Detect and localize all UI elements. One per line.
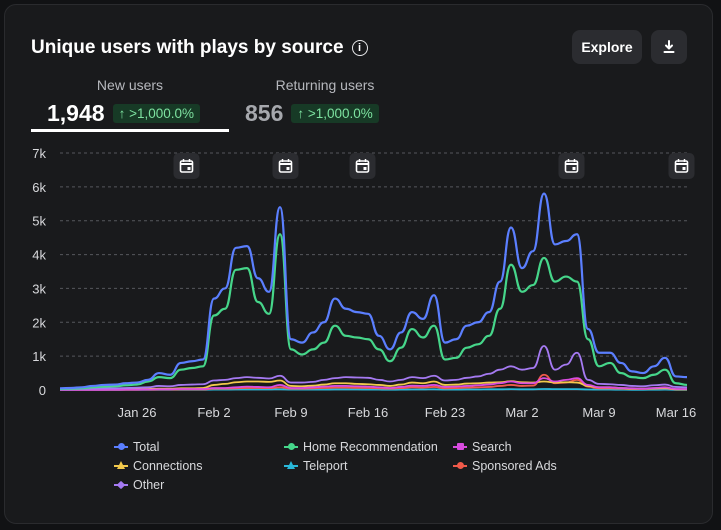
change-badge: ↑ >1,000.0% (112, 104, 200, 123)
calendar-icon (278, 160, 293, 173)
y-tick-label: 3k (32, 281, 46, 296)
legend-item-total[interactable]: Total (114, 440, 159, 454)
tab-label: New users (96, 77, 164, 93)
chart-card: Unique users with plays by source i Expl… (4, 4, 713, 524)
x-tick-label: Mar 16 (656, 405, 696, 420)
calendar-icon (674, 160, 689, 173)
annotation-marker (558, 153, 585, 179)
calendar-icon-day (286, 167, 290, 170)
legend-item-connections[interactable]: Connections (114, 459, 203, 473)
selected-tab-indicator (31, 129, 229, 132)
legend-label: Teleport (303, 459, 348, 473)
info-icon[interactable]: i (351, 40, 368, 56)
calendar-icon (179, 160, 194, 173)
calendar-icon-day (682, 167, 686, 170)
series-line-other (60, 345, 688, 391)
legend-marker-icon (284, 442, 298, 452)
annotation-marker (349, 153, 376, 179)
y-tick-label: 2k (32, 315, 46, 330)
legend-marker-icon (114, 461, 128, 471)
chart-title-row: Unique users with plays by source i (31, 37, 368, 59)
legend-marker-icon (453, 461, 467, 471)
calendar-icon (355, 160, 370, 173)
x-tick-label: Feb 9 (274, 405, 307, 420)
chart-title: Unique users with plays by source (31, 37, 344, 58)
series-line-home (59, 233, 688, 391)
tab-label: Returning users (275, 77, 375, 93)
series-line-total (59, 192, 688, 390)
calendar-icon (564, 160, 579, 173)
legend-label: Search (472, 440, 512, 454)
tab-new-users[interactable]: New users 1,948 ↑ >1,000.0% (31, 77, 229, 132)
explore-button[interactable]: Explore (572, 30, 642, 64)
legend-label: Other (133, 478, 165, 492)
y-tick-label: 6k (32, 180, 46, 195)
legend-label: Sponsored Ads (472, 459, 557, 473)
legend-item-teleport[interactable]: Teleport (284, 459, 347, 473)
calendar-icon-day (363, 167, 367, 170)
x-tick-label: Feb 2 (197, 405, 230, 420)
legend-marker-icon (114, 442, 128, 452)
y-tick-label: 1k (32, 349, 46, 364)
tab-value: 1,948 (47, 100, 105, 126)
legend-label: Home Recommendation (303, 440, 438, 454)
tab-returning-users[interactable]: Returning users 856 ↑ >1,000.0% (245, 77, 405, 127)
y-tick-label: 5k (32, 214, 46, 229)
legend-label: Total (133, 440, 160, 454)
x-tick-label: Jan 26 (117, 405, 156, 420)
x-tick-label: Mar 9 (582, 405, 615, 420)
legend-label: Connections (133, 459, 203, 473)
x-tick-label: Feb 23 (425, 405, 465, 420)
x-tick-label: Mar 2 (505, 405, 538, 420)
x-tick-label: Feb 16 (348, 405, 388, 420)
change-badge: ↑ >1,000.0% (291, 104, 379, 123)
y-tick-label: 4k (32, 248, 46, 263)
legend-item-other[interactable]: Other (114, 478, 164, 492)
annotation-marker (173, 153, 200, 179)
legend-marker-icon (284, 461, 298, 471)
download-button[interactable] (651, 30, 687, 64)
legend-item-home[interactable]: Home Recommendation (284, 440, 438, 454)
y-tick-label: 0 (39, 383, 46, 398)
legend-marker-icon (114, 480, 128, 490)
legend-marker-icon (453, 442, 467, 452)
tab-value: 856 (245, 100, 284, 126)
download-icon (663, 40, 675, 53)
calendar-icon-day (187, 167, 191, 170)
annotation-marker (668, 153, 695, 179)
annotation-marker (272, 153, 299, 179)
legend-item-sponsored[interactable]: Sponsored Ads (453, 459, 557, 473)
series-line-search (59, 377, 687, 391)
calendar-icon-day (572, 167, 576, 170)
y-tick-label: 7k (32, 146, 46, 161)
legend-item-search[interactable]: Search (453, 440, 512, 454)
